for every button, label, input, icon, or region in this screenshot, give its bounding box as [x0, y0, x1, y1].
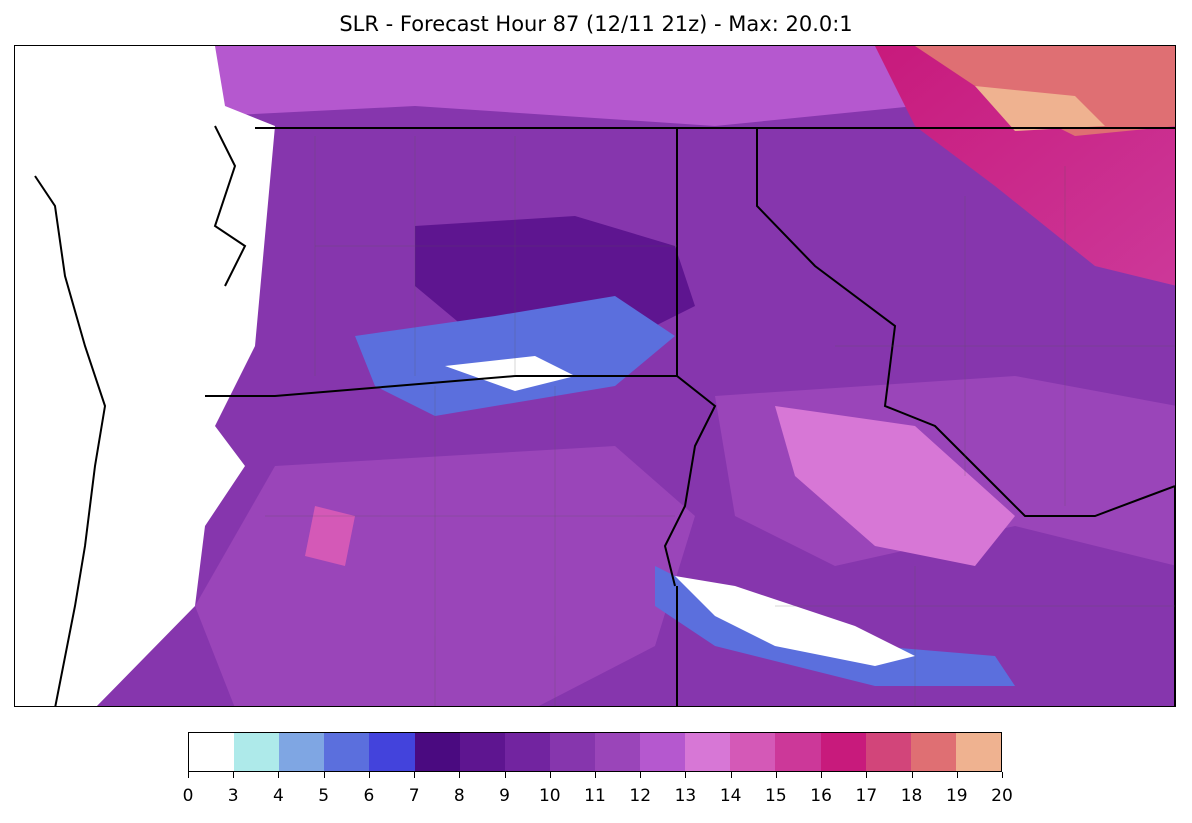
mountain-pink-1	[775, 406, 1015, 566]
colorbar-tick-label: 9	[499, 786, 510, 806]
colorbar-tick-label: 4	[273, 786, 284, 806]
colorbar-tick-label: 11	[584, 786, 606, 806]
colorbar-tick-label: 19	[945, 786, 968, 806]
puget-sound	[213, 125, 247, 287]
colorbar-tick	[1002, 772, 1003, 778]
colorbar-tick	[640, 772, 642, 778]
colorbar-tick-label: 3	[227, 786, 239, 806]
colorbar-tick-label: 16	[810, 786, 832, 806]
snake-white	[675, 576, 915, 666]
colorbar-swatch	[955, 733, 1001, 771]
colorbar-tick	[911, 772, 913, 778]
colorbar-tick	[549, 772, 551, 778]
colorbar-tick-label: 12	[629, 786, 652, 806]
colorbar-tick	[459, 772, 461, 778]
colorbar-swatch	[324, 733, 370, 771]
colorbar-swatch	[369, 733, 415, 771]
slr-map	[14, 45, 1176, 707]
coast-white	[15, 46, 275, 706]
colorbar-swatch	[910, 733, 956, 771]
colorbar-swatch	[730, 733, 776, 771]
colorbar-swatch	[189, 733, 235, 771]
colorbar-tick-label: 15	[765, 786, 787, 806]
colorbar-tick-label: 18	[900, 786, 923, 806]
colorbar-swatch	[549, 733, 595, 771]
colorbar-tick-label: 0	[182, 786, 194, 806]
colorbar-swatch	[775, 733, 821, 771]
colorbar-swatch	[594, 733, 641, 771]
colorbar-swatch	[459, 733, 505, 771]
colorbar-swatch	[865, 733, 911, 771]
colorbar-tick	[730, 772, 732, 778]
colorbar-tick	[368, 772, 370, 778]
colorbar	[188, 732, 1002, 772]
colorbar-swatch	[685, 733, 731, 771]
valley-blue-2	[655, 566, 1015, 686]
colorbar-tick-label: 5	[318, 786, 330, 806]
mountain-pink-2	[305, 506, 355, 566]
colorbar-tick	[821, 772, 823, 778]
colorbar-tick-label: 10	[538, 786, 561, 806]
colorbar-swatch	[414, 733, 460, 771]
id-mt-border	[756, 128, 1175, 517]
colorbar-tick	[866, 772, 868, 778]
columbia-white	[445, 356, 575, 391]
colorbar-tick-label: 14	[719, 786, 742, 806]
colorbar-tick	[595, 772, 596, 778]
colorbar-tick	[278, 772, 280, 778]
colorbar-tick	[775, 772, 777, 778]
colorbar-tick-label: 17	[855, 786, 878, 806]
county-lines	[265, 136, 1175, 706]
colorbar-tick-label: 8	[453, 786, 465, 806]
colorbar-tick-label: 6	[363, 786, 375, 806]
colorbar-tick	[685, 772, 687, 778]
ne-max	[975, 86, 1105, 131]
colorbar-swatch	[504, 733, 550, 771]
ne-peak	[915, 46, 1175, 136]
coastline	[34, 175, 107, 706]
colorbar-tick	[323, 772, 325, 778]
map-title: SLR - Forecast Hour 87 (12/11 21z) - Max…	[339, 12, 853, 36]
colorbar-swatch	[279, 733, 325, 771]
colorbar-tick-label: 20	[991, 786, 1013, 806]
colorbar-swatch	[820, 733, 866, 771]
colorbar-ticks: 0 3 4 5 6 7 8 9 10 11 12 13 14 15 16 17 18 19 20	[183, 772, 1013, 812]
colorbar-tick	[414, 772, 416, 778]
colorbar-tick	[504, 772, 506, 778]
colorbar-swatch	[234, 733, 280, 771]
colorbar-tick-label: 7	[408, 786, 420, 806]
colorbar-swatch	[640, 733, 686, 771]
colorbar-tick	[956, 772, 958, 778]
colorbar-tick	[233, 772, 235, 778]
colorbar-tick-label: 13	[674, 786, 697, 806]
colorbar-tick	[188, 772, 189, 778]
wa-or-border	[205, 375, 717, 587]
